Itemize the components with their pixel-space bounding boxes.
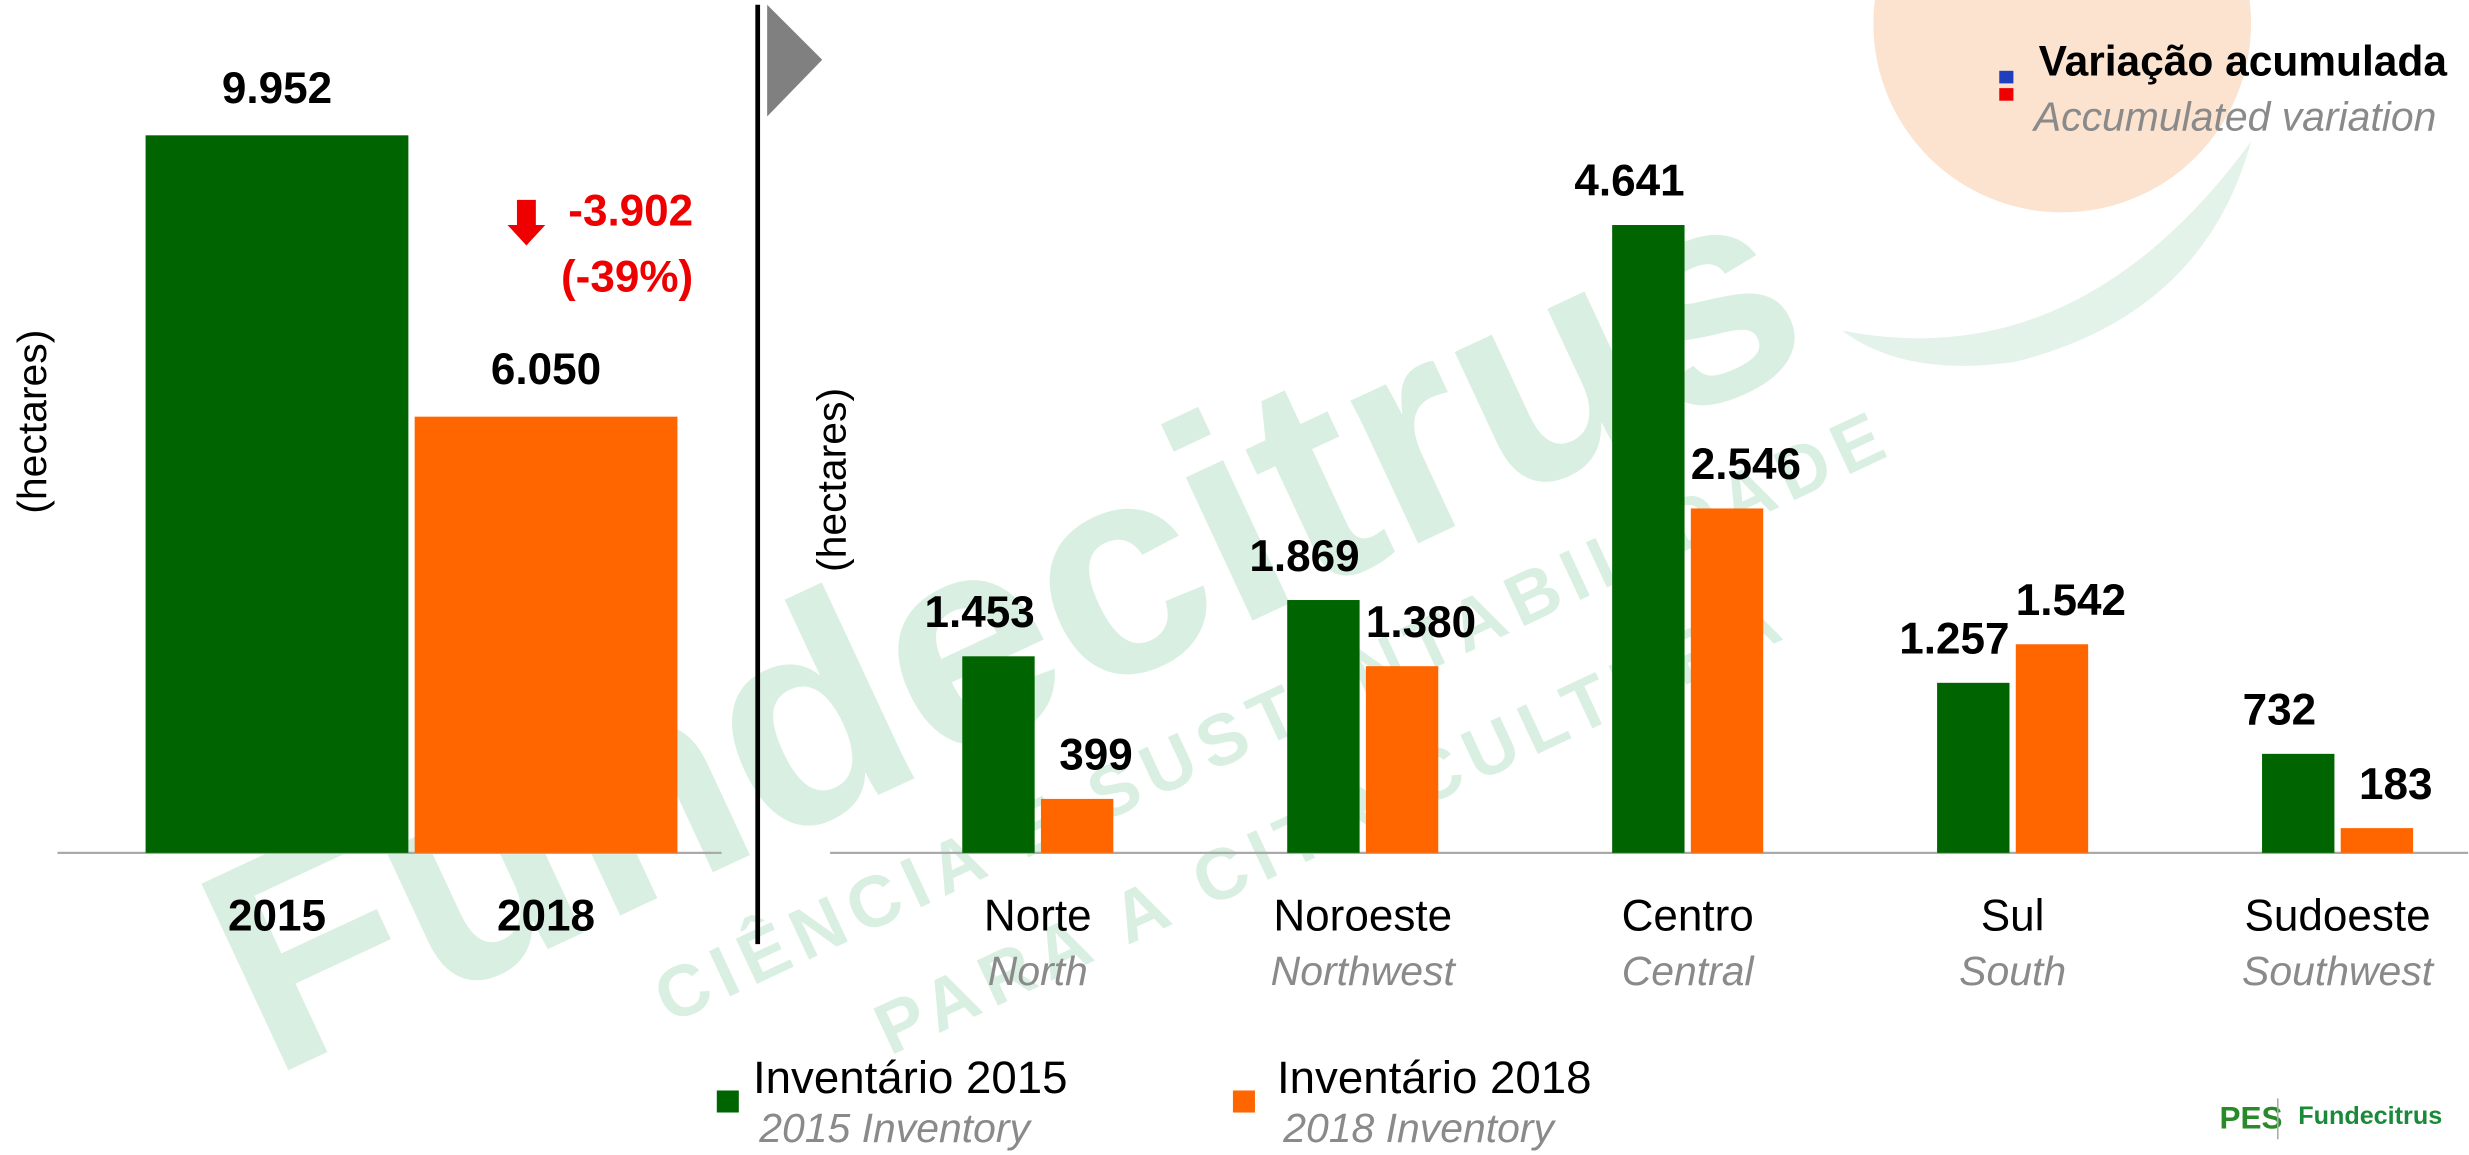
x-tick-sublabel: North — [988, 948, 1088, 994]
value-label: 4.641 — [1574, 157, 1684, 206]
value-label: 1.869 — [1249, 532, 1359, 581]
x-tick-label: Norte — [984, 892, 1092, 941]
legend-subtitle: Accumulated variation — [2031, 93, 2436, 139]
x-tick-sublabel: Central — [1622, 948, 1755, 994]
value-label: 9.952 — [222, 64, 332, 113]
value-label: 1.453 — [924, 588, 1034, 637]
x-tick-label: 2018 — [497, 892, 595, 941]
legend-label: Inventário 2015 — [753, 1052, 1068, 1103]
logo-fundecitrus: Fundecitrus — [2298, 1102, 2442, 1130]
y-label: (hectares) — [809, 388, 855, 572]
bar — [962, 656, 1035, 853]
value-label: 183 — [2359, 760, 2433, 809]
value-label: 399 — [1059, 731, 1133, 780]
x-tick-label: Centro — [1622, 892, 1754, 941]
bar — [2262, 753, 2335, 853]
bar — [2015, 644, 2089, 853]
bar — [1690, 508, 1764, 853]
value-label: 6.050 — [491, 345, 601, 394]
decor-leaf — [1841, 141, 2252, 366]
bar — [2340, 828, 2414, 853]
legend-swatch — [1999, 70, 2014, 84]
x-tick-label: Noroeste — [1273, 892, 1452, 941]
down-arrow — [507, 199, 546, 246]
legend-sublabel: 2018 Inventory — [1282, 1105, 1556, 1151]
decor-circle — [1873, 0, 2251, 213]
x-tick-label: Sudoeste — [2245, 892, 2431, 941]
bar — [1612, 225, 1685, 853]
x-tick-sublabel: Southwest — [2242, 948, 2435, 994]
value-label: 1.380 — [1366, 598, 1476, 647]
x-tick-label: Sul — [1981, 892, 2045, 941]
value-label: 732 — [2243, 686, 2317, 735]
bar — [1287, 600, 1360, 853]
legend-swatch — [716, 1090, 739, 1113]
legend-label: Inventário 2018 — [1277, 1052, 1592, 1103]
logo-pes: PES — [2220, 1101, 2283, 1136]
bar — [414, 416, 678, 853]
value-label: 1.542 — [2016, 576, 2126, 625]
legend-swatch — [1999, 88, 2014, 101]
value-label: 1.257 — [1899, 615, 2009, 664]
bar — [145, 135, 409, 853]
value-label: 2.546 — [1691, 440, 1801, 489]
legend-sublabel: 2015 Inventory — [758, 1105, 1032, 1151]
legend-title: Variação acumulada — [2039, 39, 2448, 86]
annotation: (-39%) — [561, 253, 693, 302]
annotation: -3.902 — [568, 187, 693, 236]
bar — [1937, 682, 2010, 853]
x-tick-sublabel: Northwest — [1271, 948, 1457, 994]
y-label: (hectares) — [9, 330, 55, 514]
bar — [1365, 666, 1439, 853]
legend-swatch — [1232, 1090, 1255, 1113]
x-tick-label: 2015 — [228, 892, 326, 941]
x-tick-sublabel: South — [1959, 948, 2066, 994]
divider-arrow — [767, 4, 823, 117]
bar — [1040, 798, 1114, 853]
